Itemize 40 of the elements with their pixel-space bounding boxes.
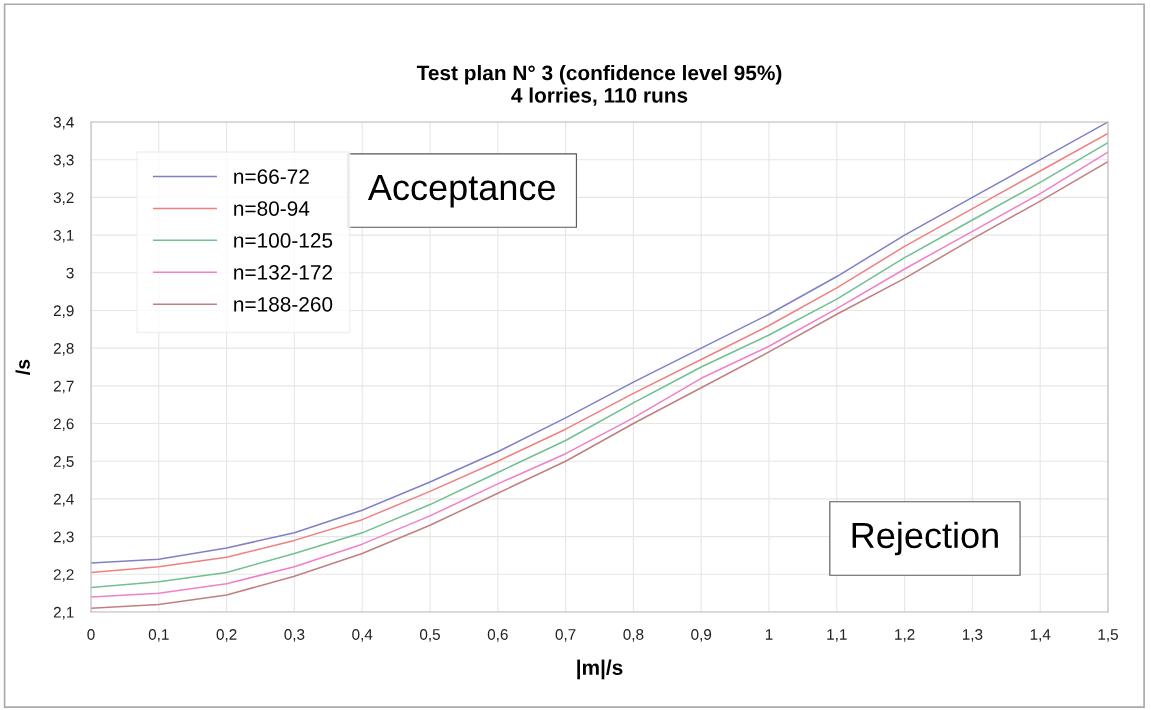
y-tick-label: 2,8 [53,343,74,356]
x-tick-label: 0,9 [691,629,712,642]
x-tick-label: 1,4 [1030,629,1051,642]
y-tick-label: 3 [66,267,74,279]
y-tick-label: 2,9 [53,305,74,318]
y-tick-label: 3,3 [53,154,74,168]
y-tick-label: 2,3 [53,531,74,545]
x-tick-label: 1,5 [1098,629,1118,642]
x-tick-label: 1,1 [827,629,847,642]
y-tick-label: 3,4 [53,116,74,130]
y-tick-label: 2,4 [53,493,74,507]
annotation: Rejection [852,521,998,556]
chart-title: Test plan N° 3 (confidence level 95%) 4 lorries, 110 runs [416,65,782,106]
legend-label: n=100-125 [234,233,333,248]
legend-label: n=132-172 [234,265,333,280]
legend-label: n=80-94 [234,201,310,216]
x-tick-label: 0,2 [216,629,237,642]
x-tick-label: 0 [87,629,95,640]
x-axis-title: |m|/s [577,659,623,680]
x-tick-label: 0,5 [419,629,440,642]
x-tick-label: 1,3 [962,629,983,642]
x-tick-label: 0,3 [284,629,305,642]
y-tick-label: 2,2 [53,569,74,582]
legend-label: n=188-260 [234,296,333,312]
x-tick-label: 1 [765,629,773,640]
x-tick-label: 0,1 [148,629,169,642]
y-tick-label: 3,1 [53,229,74,243]
y-tick-label: 2,7 [53,380,74,394]
x-tick-label: 1,2 [895,629,915,642]
x-tick-label: 0,7 [555,629,576,642]
y-axis-title: /s [15,359,31,375]
y-tick-label: 2,6 [53,418,74,432]
x-tick-label: 0,8 [623,629,644,642]
annotation: Acceptance [367,175,555,208]
y-tick-label: 3,2 [53,192,74,205]
y-tick-label: 2,1 [53,606,74,620]
y-tick-label: 2,5 [53,456,74,469]
x-tick-label: 0,4 [352,629,373,642]
legend-label: n=66-72 [234,169,309,184]
x-tick-label: 0,6 [487,629,508,642]
